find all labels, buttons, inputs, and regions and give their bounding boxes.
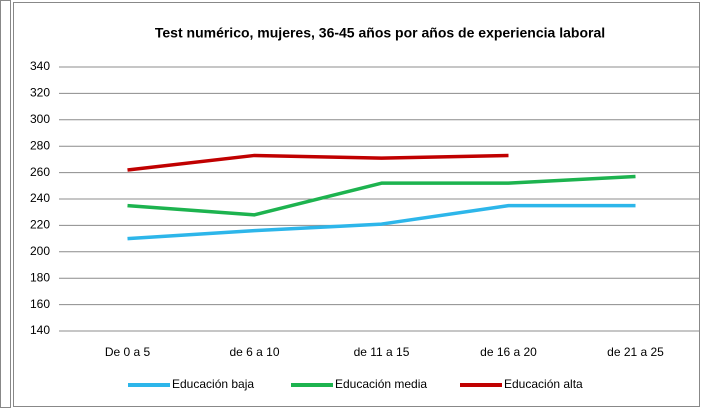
y-tick-label: 200 (30, 244, 50, 258)
y-tick-label: 300 (30, 112, 50, 126)
y-tick-label: 240 (30, 191, 50, 205)
x-tick-label: de 16 a 20 (480, 345, 537, 359)
x-tick-label: De 0 a 5 (105, 345, 151, 359)
x-tick-label: de 6 a 10 (229, 345, 279, 359)
y-tick-label: 260 (30, 165, 50, 179)
legend-label: Educación baja (172, 377, 254, 391)
y-tick-label: 160 (30, 297, 50, 311)
y-tick-label: 320 (30, 86, 50, 100)
chart-title: Test numérico, mujeres, 36-45 años por a… (155, 25, 605, 41)
y-tick-label: 220 (30, 218, 50, 232)
y-tick-label: 280 (30, 138, 50, 152)
line-series (127, 153, 509, 172)
y-tick-label: 340 (30, 59, 50, 73)
y-tick-label: 180 (30, 270, 50, 284)
legend-label: Educación media (335, 377, 427, 391)
x-tick-label: de 21 a 25 (607, 345, 664, 359)
legend-label: Educación alta (504, 377, 583, 391)
x-tick-label: de 11 a 15 (354, 345, 410, 359)
line-series (127, 174, 636, 217)
line-series (127, 203, 636, 241)
y-tick-label: 140 (30, 323, 50, 337)
side-frame (0, 0, 11, 408)
